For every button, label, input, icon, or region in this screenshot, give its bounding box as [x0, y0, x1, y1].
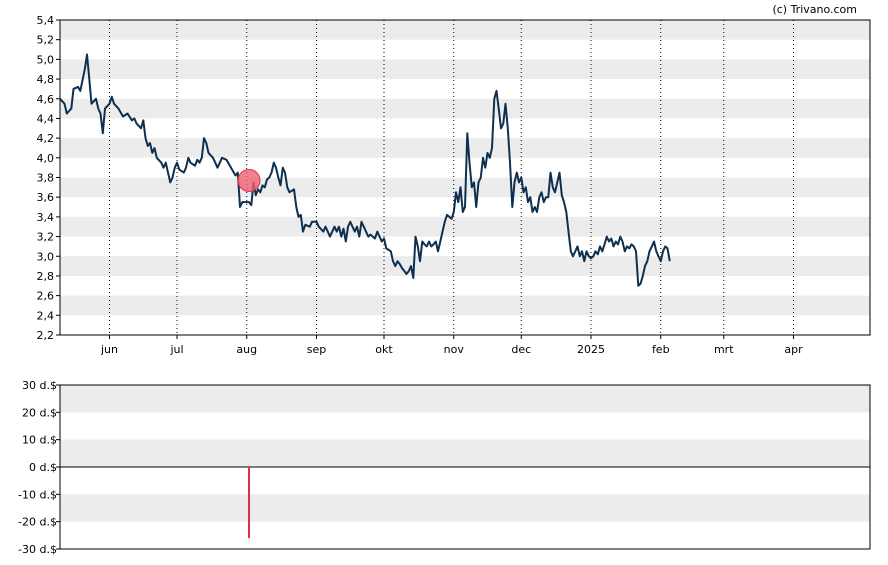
y-tick-label: -30 d.$ — [18, 543, 57, 556]
y-tick-label: 2,8 — [37, 270, 55, 283]
volume-grid-band — [60, 494, 870, 522]
volume-grid-band — [60, 385, 870, 413]
price-grid-band — [60, 59, 870, 80]
y-tick-label: 3,2 — [37, 231, 55, 244]
x-tick-label: feb — [652, 343, 670, 356]
y-tick-label: 3,8 — [37, 172, 55, 185]
y-tick-label: 5,0 — [37, 53, 55, 66]
y-tick-label: 4,0 — [37, 152, 55, 165]
y-tick-label: 2,4 — [37, 309, 55, 322]
y-tick-label: 2,6 — [37, 290, 55, 303]
y-tick-label: 5,4 — [37, 14, 55, 27]
x-tick-label: mrt — [714, 343, 734, 356]
y-tick-label: 4,8 — [37, 73, 55, 86]
price-plot-frame — [59, 19, 871, 336]
price-grid-band — [60, 295, 870, 316]
y-tick-label: -20 d.$ — [18, 516, 57, 529]
price-grid-band — [60, 138, 870, 158]
x-tick-label: jun — [100, 343, 118, 356]
y-tick-label: 4,6 — [37, 93, 55, 106]
y-tick-label: -10 d.$ — [18, 488, 57, 501]
price-line — [59, 53, 671, 287]
x-tick-label: nov — [444, 343, 465, 356]
y-tick-label: 4,4 — [37, 112, 55, 125]
price-grid-band — [60, 256, 870, 276]
x-tick-label: sep — [307, 343, 326, 356]
y-tick-label: 30 d.$ — [22, 379, 57, 392]
copyright-label: (c) Trivano.com — [772, 3, 857, 16]
x-tick-label: aug — [236, 343, 257, 356]
y-tick-label: 10 d.$ — [22, 434, 57, 447]
y-tick-label: 20 d.$ — [22, 406, 57, 419]
y-tick-label: 4,2 — [37, 132, 55, 145]
volume-grid-band — [60, 439, 870, 467]
price-grid-band — [60, 20, 870, 40]
y-tick-label: 0 d.$ — [29, 461, 57, 474]
x-tick-label: dec — [511, 343, 531, 356]
y-tick-label: 3,6 — [37, 191, 55, 204]
x-tick-label: okt — [375, 343, 393, 356]
event-marker — [237, 168, 261, 192]
price-panel: jun jul aug sep okt nov dec 2025 feb mrt apr 5,4 5,2… — [37, 14, 871, 356]
y-tick-label: 5,2 — [37, 34, 55, 47]
y-tick-label: 3,0 — [37, 250, 55, 263]
price-grid-band — [60, 216, 870, 237]
x-tick-label: apr — [784, 343, 803, 356]
volume-panel: 30 d.$ 20 d.$ 10 d.$ 0 d.$ -10 d.$ -20 d.$ -30… — [18, 379, 871, 556]
volume-plot-frame — [59, 384, 871, 550]
x-tick-label: 2025 — [577, 343, 605, 356]
price-grid-band — [60, 98, 870, 119]
x-tick-label: jul — [169, 343, 183, 356]
y-tick-label: 3,4 — [37, 211, 55, 224]
y-tick-label: 2,2 — [37, 329, 55, 342]
